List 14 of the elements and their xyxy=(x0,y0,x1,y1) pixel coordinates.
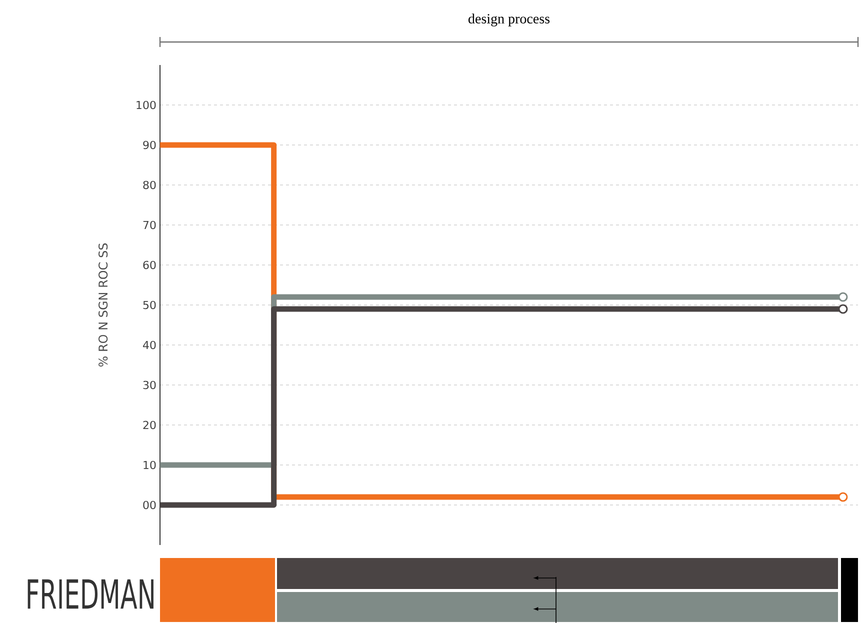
y-tick-label: 70 xyxy=(143,220,156,230)
text: FRIEDMAN xyxy=(28,579,154,609)
y-tick-label: 10 xyxy=(144,460,156,470)
y-tick-label: 80 xyxy=(143,180,156,190)
y-tick-label: 50 xyxy=(143,300,156,310)
y-axis-title: % RO N SGN ROC SS xyxy=(98,243,108,367)
y-tick-label: 00 xyxy=(143,500,156,510)
x-axis-title: design process xyxy=(468,14,550,26)
y-tick-label: 100 xyxy=(136,100,156,110)
y-tick-label: 30 xyxy=(143,380,156,390)
y-tick-label: 40 xyxy=(143,340,156,350)
y-tick-label: 90 xyxy=(143,140,156,150)
y-tick-label: 20 xyxy=(143,420,156,430)
y-tick-label: 60 xyxy=(143,260,156,270)
